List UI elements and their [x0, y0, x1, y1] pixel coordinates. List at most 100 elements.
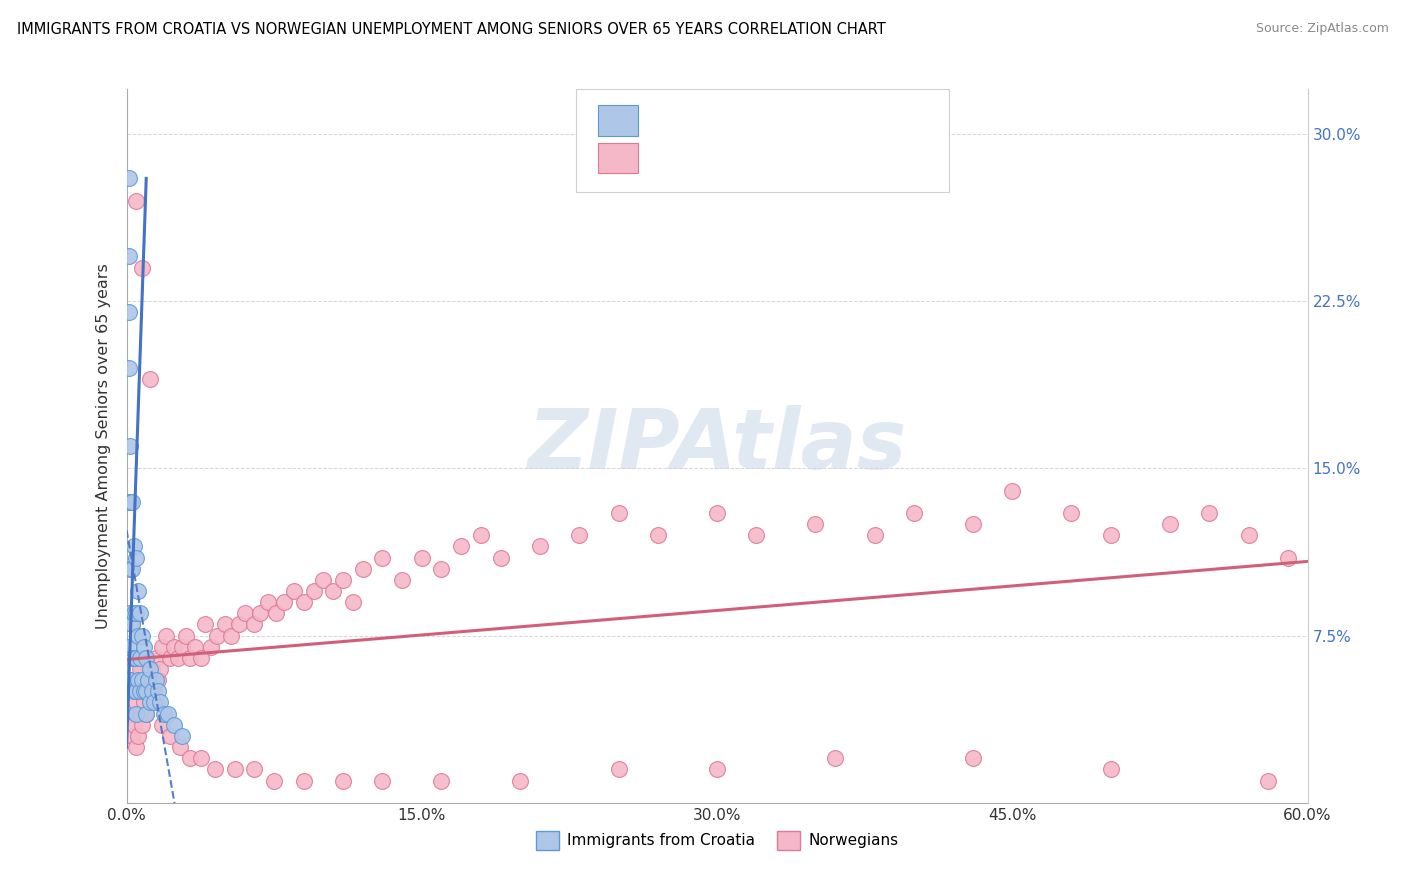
Point	[332, 773, 354, 788]
Point	[125, 706, 148, 721]
Point	[125, 607, 148, 621]
Point	[607, 762, 630, 776]
Point	[135, 651, 157, 665]
Text: 0.384: 0.384	[689, 149, 741, 167]
Point	[135, 706, 157, 721]
Point	[121, 617, 143, 632]
Point	[292, 773, 315, 788]
Point	[139, 673, 162, 687]
Point	[204, 762, 226, 776]
Point	[125, 651, 148, 665]
Point	[117, 171, 139, 186]
Point	[129, 684, 152, 698]
Point	[129, 651, 152, 665]
Point	[121, 494, 143, 508]
Point	[163, 640, 186, 654]
Point	[292, 595, 315, 609]
Point	[127, 628, 149, 642]
Point	[135, 684, 157, 698]
Point	[121, 729, 143, 743]
Point	[127, 673, 149, 687]
Point	[332, 573, 354, 587]
Point	[243, 617, 266, 632]
Point	[509, 773, 531, 788]
Point	[391, 573, 413, 587]
Point	[1001, 483, 1024, 498]
Point	[155, 628, 177, 642]
Point	[117, 684, 139, 698]
Y-axis label: Unemployment Among Seniors over 65 years: Unemployment Among Seniors over 65 years	[96, 263, 111, 629]
Text: 0.190: 0.190	[689, 112, 741, 129]
Point	[120, 706, 142, 721]
Point	[1257, 773, 1279, 788]
Point	[125, 740, 148, 755]
Point	[131, 628, 153, 642]
Point	[141, 684, 163, 698]
Point	[170, 640, 193, 654]
Point	[159, 729, 181, 743]
Point	[129, 607, 152, 621]
Point	[411, 550, 433, 565]
Point	[120, 494, 142, 508]
Point	[143, 684, 166, 698]
Point	[127, 583, 149, 598]
Point	[607, 506, 630, 520]
Point	[156, 706, 179, 721]
Point	[179, 751, 201, 765]
Point	[264, 607, 287, 621]
Point	[121, 617, 143, 632]
Text: Source: ZipAtlas.com: Source: ZipAtlas.com	[1256, 22, 1389, 36]
Point	[205, 628, 228, 642]
Point	[124, 651, 146, 665]
Point	[120, 562, 142, 576]
Point	[125, 550, 148, 565]
Point	[184, 640, 207, 654]
Point	[127, 673, 149, 687]
Point	[219, 628, 242, 642]
Point	[194, 617, 217, 632]
Text: N =: N =	[752, 149, 789, 167]
Point	[121, 562, 143, 576]
Point	[233, 607, 256, 621]
Point	[146, 684, 169, 698]
Point	[450, 539, 472, 553]
Point	[174, 628, 197, 642]
Point	[214, 617, 236, 632]
Point	[136, 673, 159, 687]
Point	[131, 260, 153, 275]
Point	[200, 640, 222, 654]
Point	[430, 773, 453, 788]
Point	[273, 595, 295, 609]
Text: R =: R =	[647, 149, 683, 167]
Point	[124, 539, 146, 553]
Legend: Immigrants from Croatia, Norwegians: Immigrants from Croatia, Norwegians	[530, 825, 904, 855]
Point	[224, 762, 246, 776]
Point	[129, 706, 152, 721]
Point	[529, 539, 551, 553]
Text: IMMIGRANTS FROM CROATIA VS NORWEGIAN UNEMPLOYMENT AMONG SENIORS OVER 65 YEARS CO: IMMIGRANTS FROM CROATIA VS NORWEGIAN UNE…	[17, 22, 886, 37]
Point	[153, 706, 176, 721]
Point	[124, 717, 146, 731]
Point	[135, 651, 157, 665]
Point	[134, 640, 156, 654]
Point	[1159, 516, 1181, 531]
Point	[1277, 550, 1299, 565]
Text: N =: N =	[752, 112, 789, 129]
Point	[352, 562, 374, 576]
Point	[127, 729, 149, 743]
Point	[190, 751, 212, 765]
Point	[145, 651, 167, 665]
Point	[1099, 762, 1122, 776]
Point	[125, 684, 148, 698]
Point	[249, 607, 271, 621]
Point	[470, 528, 492, 542]
Point	[302, 583, 325, 598]
Point	[706, 506, 728, 520]
Point	[243, 762, 266, 776]
Point	[135, 706, 157, 721]
Point	[1198, 506, 1220, 520]
Point	[163, 717, 186, 731]
Point	[121, 673, 143, 687]
Point	[125, 194, 148, 208]
Point	[371, 550, 394, 565]
